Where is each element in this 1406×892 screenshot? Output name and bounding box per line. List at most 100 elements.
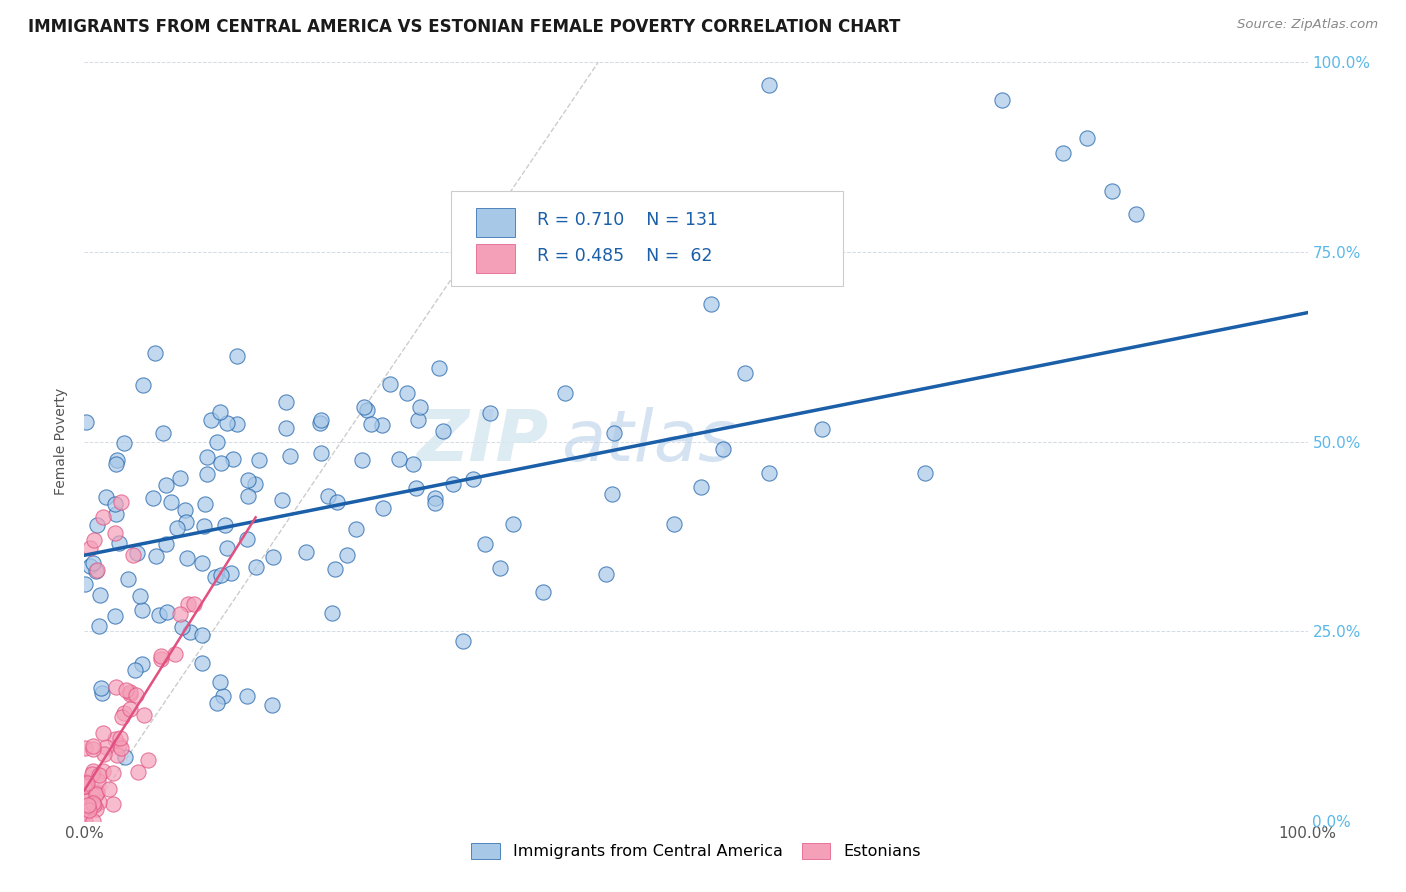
Point [90, 681, 112, 696]
Point [758, 78, 780, 92]
Point [295, 544, 318, 558]
Point [75, 774, 97, 789]
Point [991, 94, 1014, 108]
Point [94, 490, 117, 504]
Point [245, 560, 267, 574]
Point [212, 690, 235, 704]
Point [474, 537, 496, 551]
Text: ZIP: ZIP [418, 407, 550, 476]
Point [104, 457, 127, 471]
Point [118, 685, 141, 699]
Point [104, 507, 127, 521]
Point [105, 453, 128, 467]
Point [110, 741, 132, 756]
Point [488, 560, 510, 574]
Point [169, 607, 191, 621]
Point [91, 726, 114, 740]
Point [371, 417, 394, 432]
Text: Source: ZipAtlas.com: Source: ZipAtlas.com [1237, 18, 1378, 31]
Point [200, 413, 222, 427]
Point [170, 619, 193, 633]
Point [84, 802, 107, 816]
Point [353, 401, 375, 415]
Point [86, 564, 108, 578]
Point [914, 466, 936, 480]
Point [145, 549, 167, 564]
Point [662, 516, 685, 531]
Point [132, 708, 155, 723]
Point [104, 732, 127, 747]
Point [83, 798, 105, 813]
Point [124, 688, 146, 702]
Point [115, 683, 138, 698]
Point [82, 797, 104, 811]
Text: R = 0.485    N =  62: R = 0.485 N = 62 [537, 247, 713, 265]
Point [86, 564, 108, 578]
Text: IMMIGRANTS FROM CENTRAL AMERICA VS ESTONIAN FEMALE POVERTY CORRELATION CHART: IMMIGRANTS FROM CENTRAL AMERICA VS ESTON… [28, 18, 900, 36]
Point [274, 395, 297, 409]
Point [461, 473, 484, 487]
Point [209, 568, 232, 582]
Point [159, 495, 181, 509]
Point [316, 489, 339, 503]
Point [112, 706, 135, 720]
Point [179, 624, 201, 639]
Point [352, 453, 374, 467]
Point [75, 415, 97, 429]
Point [191, 557, 214, 571]
Point [155, 536, 177, 550]
Point [131, 603, 153, 617]
Point [156, 605, 179, 619]
Point [110, 495, 132, 509]
Point [215, 541, 238, 555]
Point [427, 360, 450, 375]
Point [174, 515, 197, 529]
Point [219, 566, 242, 581]
Point [432, 424, 454, 438]
Point [87, 795, 110, 809]
Point [176, 551, 198, 566]
Point [97, 782, 120, 797]
Point [73, 793, 96, 807]
Point [169, 471, 191, 485]
Point [236, 473, 259, 487]
Point [260, 698, 283, 712]
Point [191, 628, 214, 642]
Point [699, 297, 721, 311]
Legend: Immigrants from Central America, Estonians: Immigrants from Central America, Estonia… [465, 837, 927, 866]
Point [82, 764, 104, 778]
Point [309, 412, 332, 426]
Point [226, 349, 249, 363]
Point [152, 426, 174, 441]
Point [243, 477, 266, 491]
Point [441, 476, 464, 491]
Point [423, 491, 446, 505]
Point [209, 405, 232, 419]
Point [93, 747, 115, 761]
Point [108, 536, 131, 550]
Point [79, 559, 101, 574]
Point [84, 786, 107, 800]
Point [165, 647, 187, 661]
Point [127, 764, 149, 779]
Point [118, 701, 141, 715]
Point [214, 518, 236, 533]
Point [309, 416, 332, 430]
Point [76, 798, 98, 813]
Point [166, 521, 188, 535]
Point [595, 567, 617, 582]
Point [87, 774, 110, 789]
Point [111, 710, 134, 724]
Point [83, 533, 105, 548]
Point [236, 489, 259, 503]
Point [360, 417, 382, 432]
FancyBboxPatch shape [451, 191, 842, 286]
Point [82, 556, 104, 570]
Point [226, 417, 249, 431]
Point [478, 406, 501, 420]
Point [406, 413, 429, 427]
Point [409, 400, 432, 414]
Point [425, 495, 447, 509]
Point [323, 562, 346, 576]
Point [321, 606, 343, 620]
